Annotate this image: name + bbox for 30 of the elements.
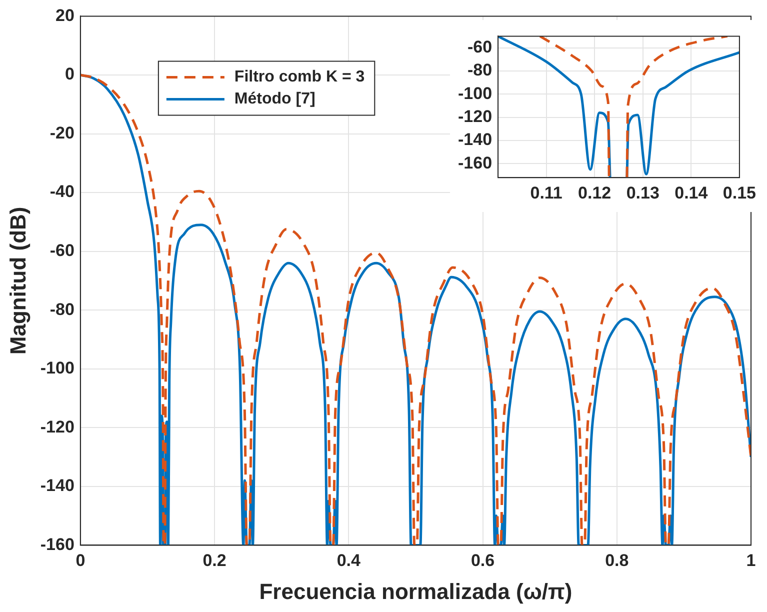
y-tick-label: 0	[64, 64, 74, 84]
y-tick-label: -120	[458, 107, 492, 126]
y-tick-label: 20	[56, 6, 74, 25]
y-tick-label: -140	[458, 130, 492, 150]
x-tick-label: 0.13	[626, 183, 660, 202]
y-tick-label: -160	[458, 153, 492, 172]
x-tick-label: 0.12	[578, 183, 612, 202]
y-tick-label: -80	[467, 60, 492, 80]
y-axis-title: Magnitud (dB)	[5, 206, 30, 355]
y-tick-label: -100	[40, 358, 74, 378]
y-tick-label: -20	[50, 123, 74, 142]
y-tick-label: -60	[467, 37, 492, 56]
legend-label: Filtro comb K = 3	[234, 68, 365, 86]
x-tick-label: 0.15	[722, 183, 756, 202]
x-tick-label: 0.4	[336, 551, 362, 570]
y-tick-label: -120	[40, 417, 74, 436]
x-tick-label: 0.11	[530, 183, 562, 202]
x-tick-label: 0.2	[202, 551, 226, 570]
y-tick-label: -160	[40, 534, 74, 554]
x-tick-label: 0.6	[470, 551, 495, 570]
y-tick-label: -140	[40, 476, 74, 496]
y-tick-label: -40	[50, 182, 74, 202]
x-tick-label: 0.8	[605, 551, 629, 570]
x-tick-label: 1	[746, 551, 756, 570]
y-tick-label: -80	[50, 300, 74, 319]
x-axis-title: Frecuencia normalizada (ω/π)	[259, 578, 572, 604]
x-tick-label: 0.14	[674, 183, 708, 202]
y-tick-label: -60	[50, 241, 74, 260]
legend-label: Método [7]	[234, 90, 316, 108]
y-tick-label: -100	[458, 84, 492, 103]
